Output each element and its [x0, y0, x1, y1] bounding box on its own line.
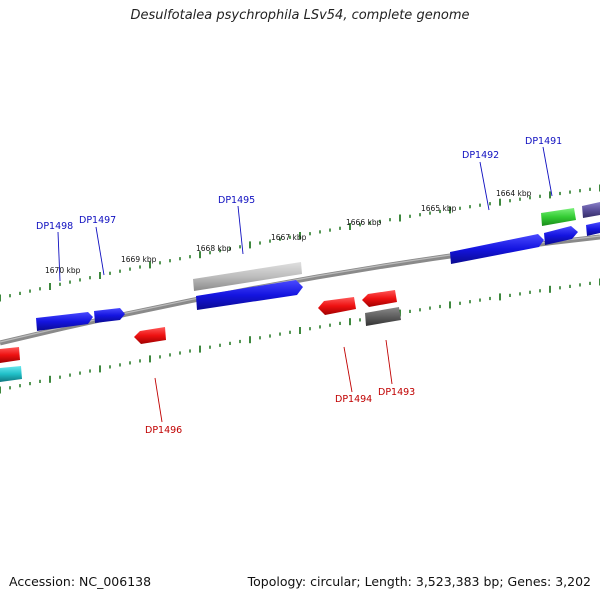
gene-label-dp1493[interactable]: DP1493: [378, 387, 415, 398]
gene-red-1493[interactable]: [362, 290, 397, 307]
gene-label-dp1491[interactable]: DP1491: [525, 136, 562, 147]
gene-label-dp1492[interactable]: DP1492: [462, 150, 499, 161]
reverse-genes: [0, 290, 401, 382]
scale-label-1665: 1665 kbp: [421, 204, 457, 213]
scale-label-1670: 1670 kbp: [45, 266, 81, 275]
gene-cyan-edge[interactable]: [0, 366, 22, 382]
gene-blue-1495[interactable]: [196, 280, 303, 310]
genome-stats-text: Topology: circular; Length: 3,523,383 bp…: [247, 574, 591, 589]
scale-label-1664: 1664 kbp: [496, 189, 532, 198]
gene-label-dp1498[interactable]: DP1498: [36, 221, 73, 232]
gene-label-dp1494[interactable]: DP1494: [335, 394, 372, 405]
scale-ticks-lower: [0, 278, 600, 394]
gene-blue-edge[interactable]: [586, 222, 600, 236]
gene-blue-1491[interactable]: [544, 226, 578, 245]
gene-blue-1492[interactable]: [450, 234, 544, 264]
gene-blue-1497[interactable]: [94, 308, 125, 323]
gene-green-1491[interactable]: [541, 208, 576, 226]
gene-blue-1498[interactable]: [36, 312, 93, 331]
gene-label-dp1497[interactable]: DP1497: [79, 215, 116, 226]
forward-genes: [36, 202, 600, 331]
scale-labels: 1670 kbp 1669 kbp 1668 kbp 1667 kbp 1666…: [45, 189, 532, 275]
gene-label-dp1495[interactable]: DP1495: [218, 195, 255, 206]
gene-red-1496[interactable]: [134, 327, 166, 344]
gene-labels: DP1498 DP1497 DP1495 DP1492 DP1491 DP149…: [36, 136, 562, 436]
gene-purple-edge[interactable]: [582, 202, 600, 218]
map-title: Desulfotalea psychrophila LSv54, complet…: [130, 8, 470, 23]
gene-red-1494[interactable]: [318, 297, 356, 315]
gene-grey-1495-upper[interactable]: [193, 262, 302, 291]
scale-label-1668: 1668 kbp: [196, 244, 232, 253]
scale-label-1666: 1666 kbp: [346, 218, 382, 227]
accession-text: Accession: NC_006138: [9, 574, 152, 589]
scale-label-1669: 1669 kbp: [121, 255, 157, 264]
scale-ticks-upper: [0, 184, 600, 302]
gene-label-dp1496[interactable]: DP1496: [145, 425, 182, 436]
gene-darkgrey-1493[interactable]: [365, 307, 401, 326]
label-leaders: [57, 146, 553, 423]
gene-red-edge[interactable]: [0, 347, 20, 363]
scale-label-1667: 1667 kbp: [271, 233, 307, 242]
